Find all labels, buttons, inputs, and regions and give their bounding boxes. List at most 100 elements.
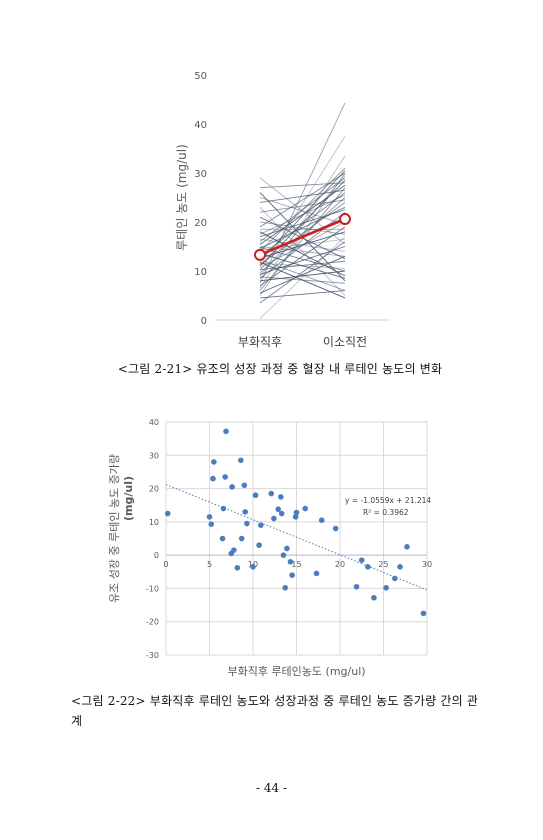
individual-line — [259, 199, 346, 213]
data-point — [164, 510, 171, 517]
y-tick-label: -30 — [146, 651, 159, 660]
x-tick-label: 부화직후 — [238, 335, 282, 349]
lutein-scatter-chart: -30-20-10010203040051015202530y = -1.055… — [108, 418, 432, 678]
data-point — [258, 522, 264, 528]
individual-line — [259, 270, 346, 282]
individual-line — [259, 189, 346, 203]
individual-line — [259, 177, 346, 242]
y-tick-label: 30 — [149, 451, 159, 460]
page-number: - 44 - — [255, 781, 287, 795]
individual-line — [259, 226, 346, 287]
data-point — [302, 505, 308, 512]
x-tick-label: 이소직전 — [323, 335, 367, 349]
individual-line — [259, 231, 346, 259]
data-point — [242, 509, 248, 515]
data-point — [271, 515, 277, 522]
data-point — [256, 542, 262, 548]
data-point — [223, 428, 229, 435]
data-point — [284, 545, 290, 552]
individual-line — [259, 172, 346, 296]
figure-2-caption: <그림 2-22> 부화직후 루테인 농도와 성장과정 중 루테인 농도 증가량… — [71, 694, 479, 728]
x-tick-label: 15 — [291, 560, 301, 569]
y-tick-label: 30 — [194, 169, 207, 180]
data-point — [292, 514, 299, 520]
y-tick-label: 40 — [194, 120, 207, 131]
individual-line — [259, 246, 346, 275]
individual-line — [259, 202, 346, 265]
individual-line — [259, 187, 346, 291]
y-tick-label: -20 — [146, 618, 159, 627]
data-point — [404, 544, 410, 550]
trendline — [165, 484, 428, 591]
individual-line — [259, 177, 346, 245]
individual-line — [259, 236, 346, 319]
y-axis-label: 유조 성장 중 루테인 농도 증가량 — [108, 454, 121, 603]
y-tick-label: 0 — [154, 551, 159, 560]
data-point — [289, 572, 295, 578]
data-point — [231, 547, 237, 553]
y-tick-label: -10 — [146, 584, 159, 593]
lutein-change-chart: 0 10 20 30 40 50 루테인 농도 (mg/ul) 부화직후 이소직전 — [175, 71, 390, 349]
individual-line — [259, 231, 346, 277]
figure-1-caption: <그림 2-21> 유조의 성장 과정 중 혈장 내 루테인 농도의 변화 — [117, 362, 443, 376]
mean-point — [254, 248, 266, 261]
individual-line — [259, 102, 346, 284]
data-point — [210, 475, 216, 482]
r-squared-label: R² = 0.3962 — [363, 508, 409, 517]
individual-line — [259, 247, 346, 272]
mean-point — [339, 213, 351, 226]
individual-line — [259, 290, 346, 299]
data-point — [293, 509, 300, 516]
data-point — [220, 505, 227, 512]
individual-line — [259, 172, 346, 228]
y-tick-label: 20 — [194, 218, 207, 229]
y-axis-unit: (mg/ul) — [122, 476, 135, 521]
data-point — [234, 564, 241, 571]
data-point — [211, 459, 217, 465]
data-point — [397, 563, 403, 570]
data-point — [420, 610, 427, 617]
data-point — [278, 510, 285, 517]
data-point — [219, 535, 226, 542]
data-point — [313, 570, 320, 577]
individual-line — [259, 209, 346, 238]
individual-line — [259, 206, 346, 296]
data-point — [208, 521, 215, 527]
trendline-equation: y = -1.0559x + 21.214 — [345, 496, 431, 505]
data-point — [353, 583, 360, 590]
y-tick-label: 10 — [149, 518, 159, 527]
data-point — [358, 557, 365, 563]
x-tick-label: 5 — [207, 560, 212, 569]
figure-lutein-scatter: -30-20-10010203040051015202530y = -1.055… — [100, 405, 445, 680]
individual-line — [259, 252, 346, 279]
data-point — [238, 457, 244, 464]
y-tick-label: 20 — [149, 485, 159, 494]
y-tick-label: 0 — [201, 316, 207, 327]
x-tick-label: 30 — [422, 560, 432, 569]
data-point — [287, 559, 294, 565]
y-axis-label: 루테인 농도 (mg/ul) — [175, 144, 189, 250]
mean-line — [259, 217, 346, 256]
x-tick-label: 25 — [378, 560, 388, 569]
data-point — [250, 563, 256, 570]
y-tick-label: 10 — [194, 267, 207, 278]
individual-line — [259, 259, 346, 292]
data-point — [365, 563, 371, 570]
individual-line — [259, 182, 346, 189]
data-point — [371, 594, 377, 601]
data-point — [278, 494, 284, 500]
data-point — [222, 474, 228, 480]
data-point — [229, 484, 235, 490]
data-point — [332, 525, 339, 532]
individual-line — [259, 260, 346, 270]
y-tick-label: 50 — [194, 71, 207, 82]
data-point — [392, 575, 398, 582]
data-point — [252, 492, 259, 499]
data-point — [244, 520, 250, 527]
individual-line — [259, 238, 346, 252]
data-point — [206, 514, 213, 520]
data-point — [275, 506, 282, 513]
data-point — [280, 552, 287, 558]
data-point — [383, 584, 389, 591]
individual-line — [259, 261, 346, 299]
